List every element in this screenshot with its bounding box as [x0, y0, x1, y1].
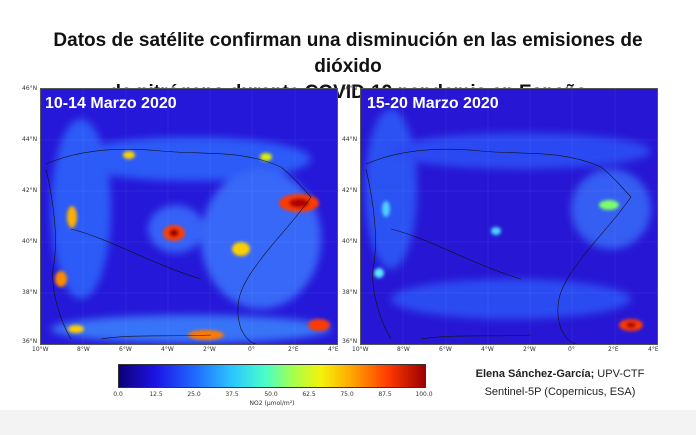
lat-tick: 36°N — [22, 338, 38, 345]
map-left-date-label: 10-14 Marzo 2020 — [45, 95, 177, 112]
colorbar-tick: 75.0 — [340, 391, 354, 398]
lat-tick: 40°N — [342, 238, 358, 245]
colorbar-tick: 12.5 — [149, 391, 163, 398]
lat-tick: 38°N — [22, 289, 38, 296]
no2-colorbar — [118, 364, 426, 388]
lat-tick: 42°N — [342, 187, 358, 194]
lat-tick: 44°N — [342, 136, 358, 143]
colorbar-tick: 0.0 — [113, 391, 123, 398]
lon-tick: 6°W — [439, 346, 452, 353]
lon-tick: 8°W — [397, 346, 410, 353]
lat-tick: 42°N — [22, 187, 38, 194]
lon-tick: 0° — [248, 346, 255, 353]
slide: Datos de satélite confirman una disminuc… — [0, 0, 696, 410]
lon-tick: 8°W — [77, 346, 90, 353]
lon-tick: 2°W — [523, 346, 536, 353]
lon-tick: 4°E — [648, 346, 659, 353]
colorbar-tick: 25.0 — [187, 391, 201, 398]
lon-tick: 6°W — [119, 346, 132, 353]
colorbar-tick: 87.5 — [378, 391, 392, 398]
no2-map-march-15-20: 15-20 Marzo 2020 — [360, 88, 658, 345]
no2-map-march-10-14: 10-14 Marzo 2020 — [40, 88, 338, 345]
colorbar-tick: 100.0 — [415, 391, 433, 398]
lat-tick: 40°N — [22, 238, 38, 245]
lon-tick: 2°E — [608, 346, 619, 353]
map-right-date-label: 15-20 Marzo 2020 — [367, 95, 499, 112]
colorbar-label: NO2 (µmol/m²) — [249, 400, 295, 407]
lat-tick: 38°N — [342, 289, 358, 296]
colorbar-tick: 37.5 — [225, 391, 239, 398]
lon-tick: 10°W — [352, 346, 369, 353]
map-left-graphic — [41, 89, 337, 344]
credit-source: Sentinel-5P (Copernicus, ESA) — [484, 386, 636, 398]
map-right-graphic — [361, 89, 657, 344]
lon-tick: 4°E — [328, 346, 339, 353]
lon-tick: 4°W — [161, 346, 174, 353]
lon-tick: 10°W — [32, 346, 49, 353]
lat-tick: 46°N — [342, 85, 358, 92]
lon-tick: 2°E — [288, 346, 299, 353]
colorbar-tick: 62.5 — [302, 391, 316, 398]
lat-tick: 46°N — [22, 85, 38, 92]
lon-tick: 4°W — [481, 346, 494, 353]
title-line-1: Datos de satélite confirman una disminuc… — [53, 30, 643, 77]
credit-affiliation: UPV-CTF — [594, 368, 645, 380]
credit-author: Elena Sánchez-García; UPV-CTF — [440, 368, 680, 380]
lon-tick: 2°W — [203, 346, 216, 353]
credit-author-name: Elena Sánchez-García; — [475, 368, 595, 380]
lat-tick: 44°N — [22, 136, 38, 143]
lon-tick: 0° — [568, 346, 575, 353]
lat-tick: 36°N — [342, 338, 358, 345]
colorbar-tick: 50.0 — [264, 391, 278, 398]
